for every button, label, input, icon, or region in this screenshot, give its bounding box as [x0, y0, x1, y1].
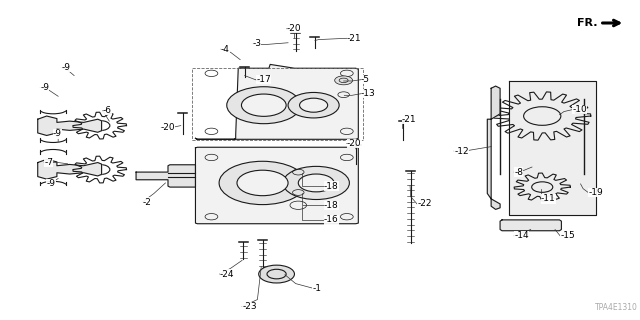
Polygon shape: [38, 159, 102, 179]
Text: -3: -3: [252, 39, 261, 48]
Text: -19: -19: [588, 188, 603, 197]
Text: TPA4E1310: TPA4E1310: [595, 303, 638, 312]
Text: -7: -7: [44, 158, 53, 167]
Polygon shape: [195, 147, 358, 224]
Text: -11: -11: [541, 194, 556, 204]
Text: -5: -5: [361, 75, 370, 84]
Text: -9: -9: [61, 63, 70, 72]
Text: -12: -12: [454, 147, 468, 156]
Polygon shape: [487, 86, 500, 209]
Text: -22: -22: [417, 199, 431, 208]
Text: -8: -8: [514, 168, 523, 177]
Bar: [192, 68, 364, 140]
Text: -9: -9: [53, 129, 62, 138]
Circle shape: [298, 174, 334, 192]
Text: -9: -9: [47, 180, 56, 188]
Text: -21: -21: [402, 115, 417, 124]
Text: -23: -23: [242, 302, 257, 311]
Text: -17: -17: [256, 75, 271, 84]
Text: -2: -2: [143, 197, 151, 206]
Text: -20: -20: [287, 24, 301, 33]
Polygon shape: [195, 64, 358, 139]
Text: -24: -24: [220, 269, 234, 279]
Text: -18: -18: [324, 201, 339, 210]
Text: -9: -9: [40, 83, 49, 92]
Text: -20: -20: [347, 139, 362, 148]
Polygon shape: [38, 116, 102, 135]
Circle shape: [227, 87, 301, 124]
Polygon shape: [136, 165, 195, 187]
Text: -13: -13: [361, 89, 376, 98]
Polygon shape: [509, 81, 596, 215]
Circle shape: [259, 265, 294, 283]
Text: -20: -20: [161, 123, 175, 132]
Text: -16: -16: [324, 215, 339, 224]
Text: -10: -10: [572, 105, 587, 114]
Text: -6: -6: [103, 106, 112, 115]
Circle shape: [283, 166, 349, 199]
Circle shape: [237, 170, 288, 196]
Text: -4: -4: [221, 44, 230, 54]
Text: -21: -21: [347, 34, 362, 43]
Text: FR.: FR.: [577, 18, 597, 28]
Circle shape: [241, 94, 286, 116]
Text: -18: -18: [324, 182, 339, 191]
Text: -14: -14: [514, 231, 529, 240]
Polygon shape: [500, 220, 561, 231]
Text: -1: -1: [312, 284, 321, 292]
Circle shape: [335, 76, 353, 85]
Circle shape: [219, 161, 306, 204]
Text: -15: -15: [560, 231, 575, 240]
Circle shape: [300, 98, 328, 112]
Circle shape: [288, 92, 339, 118]
